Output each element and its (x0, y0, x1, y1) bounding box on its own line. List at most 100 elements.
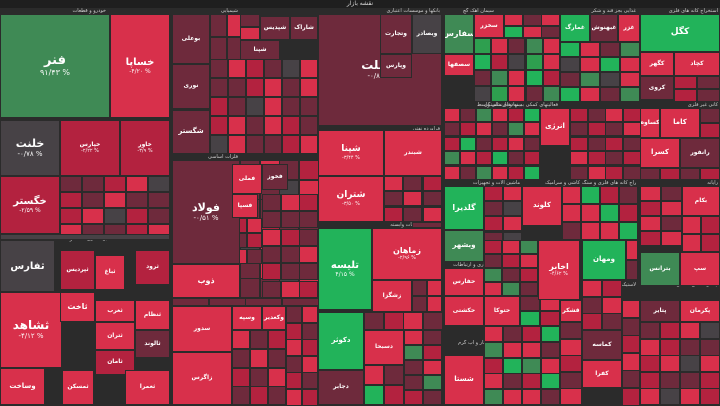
stock-tile-small[interactable] (412, 222, 442, 228)
stock-tile-small[interactable] (522, 373, 541, 389)
stock-tile[interactable]: کماسه (582, 330, 622, 360)
stock-tile-small[interactable] (210, 78, 228, 97)
stock-tile-small[interactable] (508, 38, 525, 54)
stock-tile-small[interactable] (484, 326, 503, 342)
stock-tile-small[interactable] (620, 57, 640, 72)
stock-tile-small[interactable] (622, 353, 640, 371)
stock-tile-small[interactable] (526, 86, 543, 102)
stock-tile[interactable]: قشکر (560, 300, 582, 322)
stock-tile-small[interactable] (562, 186, 581, 204)
stock-tile-small[interactable] (364, 385, 384, 405)
stock-tile-small[interactable] (364, 312, 384, 330)
stock-tile-small[interactable] (600, 186, 619, 204)
stock-tile-small[interactable] (245, 298, 282, 306)
stock-tile-small[interactable] (680, 168, 700, 180)
stock-tile-small[interactable] (701, 216, 720, 234)
stock-tile-small[interactable] (520, 254, 538, 268)
stock-tile-small[interactable] (384, 191, 403, 206)
stock-tile-small[interactable] (104, 192, 126, 208)
stock-tile-small[interactable] (148, 176, 170, 192)
stock-tile-small[interactable] (502, 268, 520, 282)
stock-tile-small[interactable] (580, 72, 600, 87)
stock-tile-small[interactable] (286, 306, 302, 323)
stock-tile-small[interactable] (640, 186, 661, 201)
stock-tile-small[interactable] (619, 222, 638, 240)
stock-tile-small[interactable] (640, 216, 661, 231)
stock-tile-small[interactable] (268, 386, 286, 405)
stock-tile-small[interactable] (492, 151, 508, 165)
stock-tile[interactable]: شگستر (172, 110, 210, 154)
stock-tile-small[interactable] (570, 151, 588, 165)
stock-tile-small[interactable] (262, 281, 281, 298)
stock-tile-small[interactable] (541, 26, 560, 38)
stock-tile-small[interactable] (281, 281, 300, 298)
stock-tile-small[interactable] (423, 176, 442, 191)
stock-tile-small[interactable] (384, 207, 403, 222)
stock-tile[interactable]: شستا (444, 355, 484, 405)
stock-tile-small[interactable] (520, 282, 538, 296)
stock-tile[interactable]: وپارس (380, 54, 412, 78)
stock-tile[interactable]: ثتران (95, 322, 135, 350)
stock-tile-small[interactable] (520, 268, 538, 282)
stock-tile-small[interactable] (423, 330, 442, 345)
stock-tile-small[interactable] (262, 194, 281, 211)
stock-tile-small[interactable] (523, 14, 542, 26)
stock-tile-small[interactable] (541, 389, 560, 405)
stock-tile-small[interactable] (543, 38, 560, 54)
stock-tile-small[interactable] (622, 388, 640, 406)
stock-tile-small[interactable] (444, 122, 460, 136)
stock-tile-small[interactable] (626, 240, 638, 260)
stock-tile-small[interactable] (588, 108, 606, 122)
stock-tile-small[interactable] (522, 342, 541, 358)
stock-tile-small[interactable] (524, 108, 540, 122)
stock-tile[interactable]: کگل (640, 14, 720, 52)
stock-tile[interactable]: حتوکا (484, 296, 520, 326)
stock-tile-small[interactable] (300, 78, 318, 97)
stock-tile-small[interactable] (492, 122, 508, 136)
stock-tile-small[interactable] (508, 108, 524, 122)
stock-tile-small[interactable] (423, 345, 442, 360)
stock-tile-small[interactable] (582, 313, 602, 330)
stock-tile-small[interactable] (543, 86, 560, 102)
stock-tile-small[interactable] (299, 263, 318, 280)
stock-tile[interactable]: پکرمان (680, 300, 720, 322)
stock-tile-small[interactable] (524, 151, 540, 165)
stock-tile-small[interactable] (264, 97, 282, 116)
stock-tile-small[interactable] (640, 372, 660, 389)
stock-tile[interactable]: حکشتی (444, 296, 484, 326)
stock-tile-small[interactable] (582, 280, 602, 297)
stock-tile-small[interactable] (491, 38, 508, 54)
stock-tile[interactable]: خگستر -۲/۵۹ % (0, 176, 60, 234)
stock-tile[interactable]: دجابر (318, 370, 364, 405)
stock-tile-small[interactable] (232, 330, 250, 349)
stock-tile[interactable]: وبصادر (412, 14, 442, 54)
stock-tile[interactable]: کلوند (522, 186, 562, 226)
stock-tile[interactable]: فخوز (262, 164, 288, 190)
stock-tile-small[interactable] (700, 372, 720, 389)
stock-tile-small[interactable] (640, 201, 661, 216)
stock-tile-small[interactable] (210, 37, 227, 60)
stock-tile-small[interactable] (423, 207, 442, 222)
stock-tile-small[interactable] (560, 388, 582, 405)
stock-tile-small[interactable] (404, 390, 423, 405)
stock-tile-small[interactable] (268, 330, 286, 349)
stock-tile-small[interactable] (640, 388, 660, 405)
stock-tile-small[interactable] (492, 166, 508, 180)
stock-tile-small[interactable] (524, 122, 540, 136)
stock-tile[interactable]: ثنظام (135, 300, 170, 330)
stock-tile[interactable]: اخابر -۴/۶۲ % (538, 240, 580, 300)
stock-tile-small[interactable] (580, 42, 600, 57)
stock-tile-small[interactable] (504, 14, 523, 26)
stock-tile-small[interactable] (484, 268, 502, 282)
stock-tile-small[interactable] (661, 186, 682, 201)
stock-tile-small[interactable] (384, 176, 403, 191)
stock-tile-small[interactable] (210, 14, 227, 37)
stock-tile[interactable]: شبندر (384, 130, 442, 176)
stock-tile-small[interactable] (247, 218, 262, 233)
stock-tile-small[interactable] (412, 296, 427, 312)
stock-tile-small[interactable] (660, 372, 680, 389)
stock-tile-small[interactable] (148, 208, 170, 224)
stock-tile[interactable]: ثعمرا (125, 370, 170, 405)
stock-tile-small[interactable] (302, 372, 318, 389)
stock-tile[interactable]: بکام (682, 186, 720, 216)
